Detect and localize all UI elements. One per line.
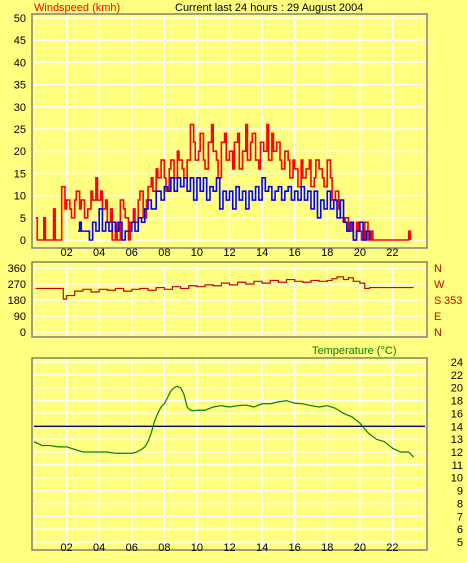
direction-chart-frame [31,261,428,338]
temperature-x-tick-label: 06 [126,542,138,554]
wind-x-tick-label: 10 [191,247,203,259]
temperature-y-tick-label: 5 [457,537,463,549]
wind-y-tick-label: 20 [14,146,26,158]
wind-x-tick-label: 20 [354,247,366,259]
wind-x-tick-label: 22 [386,247,398,259]
direction-y-tick-label: 90 [14,311,26,323]
wind-x-tick-label: 14 [256,247,268,259]
compass-label: W [434,279,445,291]
wind-x-tick-label: 08 [158,247,170,259]
temperature-y-tick-label: 9 [457,486,463,498]
compass-label: E [434,311,441,323]
temperature-x-tick-label: 20 [354,542,366,554]
wind-x-tick-label: 06 [126,247,138,259]
wind-y-tick-label: 0 [20,235,26,247]
wind-chart-frame [31,13,428,249]
direction-y-tick-label: 180 [8,295,26,307]
temperature-chart-title: Temperature (°C) [312,345,396,357]
wind-y-tick-label: 40 [14,57,26,69]
direction-current-value: 353 [444,295,462,307]
temperature-y-tick-label: 16 [451,408,463,420]
temperature-y-tick-label: 12 [451,447,463,459]
wind-gust-line [35,123,412,241]
wind-x-tick-label: 16 [289,247,301,259]
temperature-y-tick-label: 7 [457,511,463,523]
wind-average-line [77,177,371,241]
wind-y-tick-label: 10 [14,191,26,203]
temperature-x-tick-label: 08 [158,542,170,554]
compass-label: N [434,327,442,339]
wind-y-tick-label: 15 [14,168,26,180]
temperature-y-tick-label: 13 [451,434,463,446]
wind-y-tick-label: 25 [14,124,26,136]
chart-subtitle: Current last 24 hours : 29 August 2004 [175,2,363,14]
wind-y-tick-label: 35 [14,80,26,92]
wind-x-tick-label: 04 [93,247,105,259]
temperature-x-tick-label: 22 [386,542,398,554]
compass-label: N [434,263,442,275]
temperature-y-tick-label: 10 [451,473,463,485]
wind-chart-title: Windspeed (kmh) [34,2,120,14]
temperature-y-tick-label: 20 [451,383,463,395]
temperature-x-tick-label: 02 [60,542,72,554]
temperature-line [33,385,415,458]
temperature-y-tick-label: 8 [457,498,463,510]
temperature-y-tick-label: 22 [451,370,463,382]
wind-x-tick-label: 12 [223,247,235,259]
grid-layer [34,16,425,548]
temperature-y-tick-label: 24 [451,357,463,369]
temperature-y-tick-label: 18 [451,396,463,408]
wind-y-tick-label: 45 [14,35,26,47]
compass-label: S [434,295,441,307]
temperature-y-tick-label: 6 [457,524,463,536]
temperature-x-tick-label: 12 [223,542,235,554]
wind-x-tick-label: 18 [321,247,333,259]
direction-y-tick-label: 0 [20,327,26,339]
temperature-y-tick-label: 14 [451,421,463,433]
direction-y-tick-label: 270 [8,279,26,291]
temperature-x-tick-label: 10 [191,542,203,554]
temperature-chart-frame [31,357,428,551]
temperature-x-tick-label: 16 [289,542,301,554]
wind-x-tick-label: 02 [60,247,72,259]
temperature-x-tick-label: 04 [93,542,105,554]
temperature-x-tick-label: 14 [256,542,268,554]
temperature-x-tick-label: 18 [321,542,333,554]
wind-y-tick-label: 50 [14,13,26,25]
direction-y-tick-label: 360 [8,263,26,275]
wind-y-tick-label: 30 [14,102,26,114]
temperature-y-tick-label: 11 [452,460,463,472]
series-layer [33,123,425,458]
wind-y-tick-label: 5 [20,213,26,225]
wind-direction-line [35,276,414,300]
